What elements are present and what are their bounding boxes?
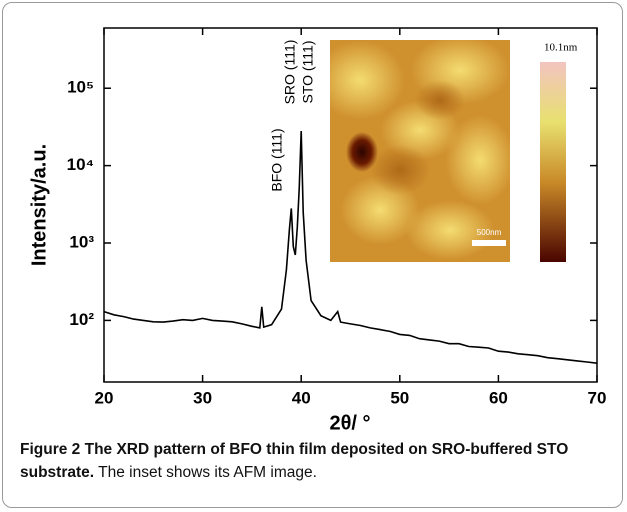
peak-annotation: BFO (111) — [269, 128, 285, 191]
x-tick-label: 50 — [390, 388, 409, 407]
chart: 500nm 10.1nm Intensity/a.u. 2θ/ ° 20 30 40… — [28, 27, 607, 434]
afm-grain — [445, 115, 510, 205]
caption-text: The inset shows its AFM image. — [98, 464, 317, 481]
y-tick-label: 10² — [69, 310, 94, 329]
x-tick-label: 20 — [95, 388, 114, 407]
afm-inset: 500nm 10.1nm — [330, 40, 578, 262]
x-tick-label: 60 — [489, 388, 508, 407]
afm-grain — [415, 80, 465, 120]
x-axis-label: 2θ/ ° — [329, 412, 370, 434]
scale-bar-label: 500nm — [477, 228, 502, 237]
scale-bar — [472, 240, 506, 246]
afm-grain — [330, 40, 405, 120]
peak-annotation: STO (111) — [300, 40, 316, 103]
y-tick-label: 10⁵ — [67, 78, 94, 97]
y-tick-label: 10⁴ — [67, 155, 94, 174]
afm-grain — [370, 145, 430, 195]
color-bar-max-label: 10.1nm — [544, 42, 578, 54]
y-tick-label: 10³ — [69, 232, 94, 251]
color-bar — [540, 62, 566, 262]
figure-frame — [2, 2, 623, 508]
plot-frame — [103, 27, 598, 383]
caption-title: Figure 2 The XRD pattern of BFO thin fil… — [20, 441, 569, 481]
x-tick-label: 70 — [588, 388, 607, 407]
afm-pit — [346, 132, 378, 172]
peak-annotation: SRO (111) — [282, 40, 298, 105]
x-tick-label: 40 — [292, 388, 311, 407]
x-tick-label: 30 — [193, 388, 212, 407]
xrd-line — [103, 130, 598, 364]
y-axis-label: Intensity/a.u. — [28, 144, 50, 266]
caption: Figure 2 The XRD pattern of BFO thin fil… — [20, 438, 610, 484]
